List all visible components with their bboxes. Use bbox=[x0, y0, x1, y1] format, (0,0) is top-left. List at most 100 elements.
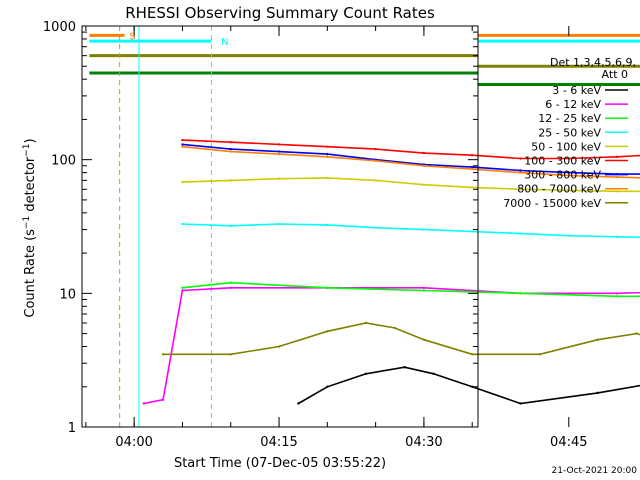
data-point bbox=[519, 157, 522, 160]
data-point bbox=[422, 286, 426, 290]
legend-entry-label: 7000 - 15000 keV bbox=[503, 197, 601, 210]
data-point bbox=[142, 402, 146, 405]
data-point bbox=[615, 155, 619, 159]
legend-entry-label: 50 - 100 keV bbox=[531, 140, 601, 153]
data-point bbox=[519, 171, 522, 174]
data-point bbox=[471, 353, 474, 356]
data-point bbox=[181, 138, 184, 142]
x-tick-label: 04:00 bbox=[115, 435, 152, 450]
data-point bbox=[277, 177, 281, 180]
data-point bbox=[567, 157, 570, 160]
data-point bbox=[596, 338, 599, 341]
data-point bbox=[326, 152, 329, 156]
data-point bbox=[393, 326, 397, 330]
data-point bbox=[326, 145, 329, 148]
data-point bbox=[519, 232, 522, 235]
legend-header-line2: Att 0 bbox=[602, 68, 628, 81]
data-point bbox=[277, 150, 281, 153]
x-tick-label: 04:30 bbox=[405, 435, 442, 450]
data-point bbox=[471, 167, 474, 171]
data-point bbox=[615, 295, 619, 298]
data-point bbox=[181, 222, 184, 226]
y-tick-label: 10 bbox=[59, 287, 76, 302]
data-point bbox=[326, 176, 329, 180]
data-point bbox=[519, 188, 522, 191]
data-point bbox=[181, 286, 184, 290]
series-line bbox=[182, 281, 640, 298]
data-point bbox=[567, 189, 570, 192]
y-tick-label: 1000 bbox=[43, 20, 76, 35]
data-point bbox=[326, 155, 329, 159]
data-point bbox=[432, 372, 435, 376]
series-line bbox=[143, 286, 640, 405]
legend-entry-label: 25 - 50 keV bbox=[538, 126, 601, 139]
data-point bbox=[229, 353, 232, 356]
data-point bbox=[229, 147, 232, 151]
data-point bbox=[567, 174, 570, 177]
data-point bbox=[422, 151, 426, 155]
data-point bbox=[567, 234, 570, 237]
data-point bbox=[326, 385, 329, 388]
footer-date: 21-Oct-2021 20:00 bbox=[552, 466, 638, 476]
data-point bbox=[422, 338, 426, 341]
data-point bbox=[519, 169, 522, 172]
data-point bbox=[181, 180, 184, 184]
data-point bbox=[422, 183, 426, 186]
data-point bbox=[229, 281, 232, 284]
data-point bbox=[471, 153, 474, 157]
series-line bbox=[163, 322, 640, 356]
data-point bbox=[471, 385, 474, 388]
data-point bbox=[615, 190, 619, 193]
data-point bbox=[229, 179, 232, 182]
data-point bbox=[229, 224, 232, 228]
data-point bbox=[161, 353, 165, 356]
data-point bbox=[471, 230, 474, 233]
data-point bbox=[422, 228, 426, 231]
legend-entry-label: 6 - 12 keV bbox=[545, 98, 601, 111]
x-tick-label: 04:15 bbox=[260, 435, 297, 450]
data-point bbox=[471, 186, 474, 189]
plot-frame bbox=[81, 25, 479, 428]
series-line bbox=[182, 139, 640, 160]
data-point bbox=[277, 222, 281, 226]
data-point bbox=[181, 145, 184, 148]
data-point bbox=[596, 391, 599, 395]
series-line bbox=[297, 366, 640, 405]
y-tick-label: 1 bbox=[68, 421, 76, 436]
data-point bbox=[422, 164, 426, 167]
legend-header-line1: Det 1,3,4,5,6,9, bbox=[550, 56, 636, 69]
flag-label: S bbox=[129, 31, 135, 42]
series-line bbox=[182, 143, 640, 175]
data-point bbox=[229, 150, 232, 153]
legend-entry-label: 100 - 300 keV bbox=[524, 155, 601, 168]
series-line bbox=[182, 177, 640, 193]
legend-entry-label: 300 - 800 keV bbox=[524, 169, 601, 182]
legend-entry-label: 800 - 7000 keV bbox=[517, 183, 601, 196]
data-point bbox=[326, 286, 329, 290]
flag-label: N bbox=[221, 37, 228, 48]
data-point bbox=[567, 171, 570, 174]
data-point bbox=[635, 332, 638, 335]
legend-entry-label: 3 - 6 keV bbox=[552, 84, 601, 97]
data-point bbox=[374, 159, 377, 163]
data-point bbox=[422, 289, 426, 292]
data-point bbox=[277, 345, 281, 348]
y-tick-label: 100 bbox=[51, 154, 76, 169]
chart-title: RHESSI Observing Summary Count Rates bbox=[125, 4, 435, 22]
x-axis-title: Start Time (07-Dec-05 03:55:22) bbox=[174, 456, 386, 471]
y-axis-title: Count Rate (s−1 detector−1) bbox=[22, 138, 38, 317]
data-point bbox=[277, 152, 281, 156]
x-tick-label: 04:45 bbox=[550, 435, 587, 450]
data-point bbox=[519, 292, 522, 295]
data-point bbox=[326, 223, 329, 227]
data-point bbox=[374, 179, 377, 182]
data-point bbox=[374, 226, 377, 229]
series-line bbox=[182, 223, 640, 239]
data-point bbox=[471, 165, 474, 169]
data-point bbox=[615, 175, 619, 179]
data-point bbox=[161, 398, 165, 401]
data-point bbox=[229, 286, 232, 290]
legend-entry-label: 12 - 25 keV bbox=[538, 112, 601, 125]
data-point bbox=[374, 147, 377, 151]
